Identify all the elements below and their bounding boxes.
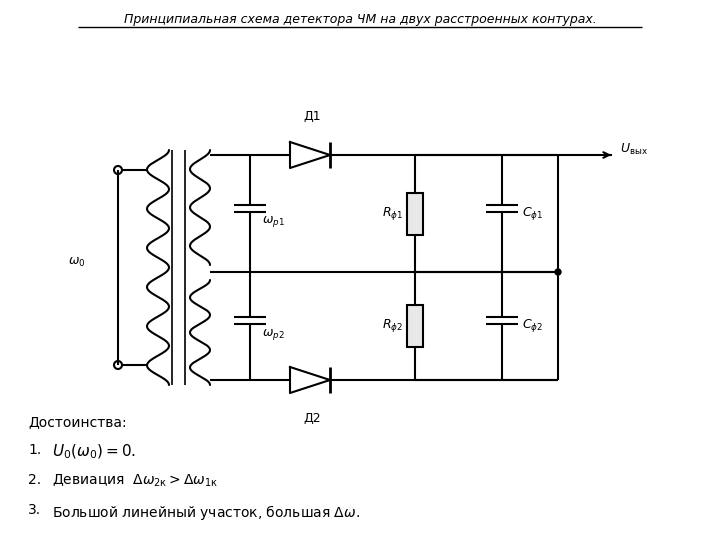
Bar xyxy=(407,305,423,347)
Text: 2.: 2. xyxy=(28,473,41,487)
Text: Принципиальная схема детектора ЧМ на двух расстроенных контурах.: Принципиальная схема детектора ЧМ на дву… xyxy=(124,14,596,26)
Polygon shape xyxy=(290,142,330,168)
Text: $\omega_{p1}$: $\omega_{p1}$ xyxy=(262,214,284,229)
Text: $U_{\text{вых}}$: $U_{\text{вых}}$ xyxy=(620,141,648,157)
Text: $R_{\phi2}$: $R_{\phi2}$ xyxy=(382,318,403,334)
Text: Большой линейный участок, большая $\Delta\omega$.: Большой линейный участок, большая $\Delt… xyxy=(52,503,360,522)
Text: 1.: 1. xyxy=(28,443,41,457)
Circle shape xyxy=(555,269,561,275)
Text: $C_{\phi1}$: $C_{\phi1}$ xyxy=(522,205,543,222)
Text: Д1: Д1 xyxy=(303,110,321,123)
Bar xyxy=(407,192,423,234)
Text: $\omega_{p2}$: $\omega_{p2}$ xyxy=(262,327,284,341)
Polygon shape xyxy=(290,367,330,393)
Text: 3.: 3. xyxy=(28,503,41,517)
Text: Достоинства:: Достоинства: xyxy=(28,415,127,429)
Text: $C_{\phi2}$: $C_{\phi2}$ xyxy=(522,318,543,334)
Text: $R_{\phi1}$: $R_{\phi1}$ xyxy=(382,205,403,222)
Text: $U_0(\omega_0) = 0$.: $U_0(\omega_0) = 0$. xyxy=(52,443,136,461)
Text: $\omega_0$: $\omega_0$ xyxy=(68,255,86,268)
Text: Девиация  $\Delta\omega_{2\text{к}} > \Delta\omega_{1\text{к}}$: Девиация $\Delta\omega_{2\text{к}} > \De… xyxy=(52,473,218,489)
Text: Д2: Д2 xyxy=(303,412,321,425)
